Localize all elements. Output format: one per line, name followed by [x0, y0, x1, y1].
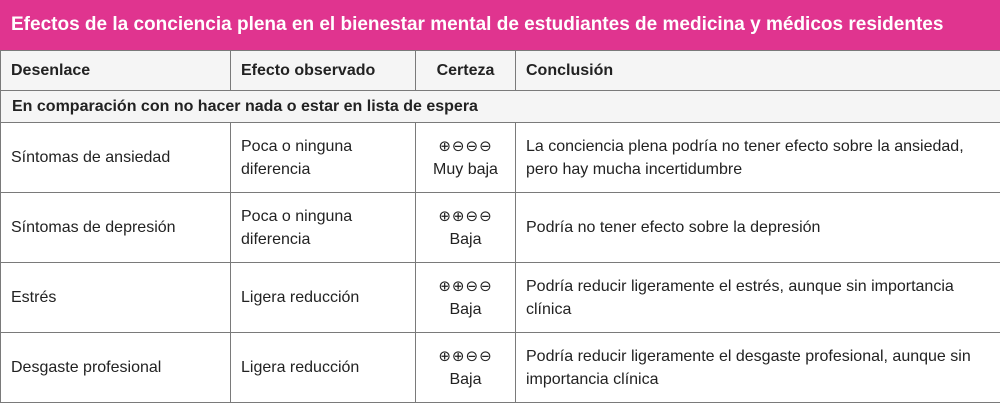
certainty-level: Baja [449, 230, 482, 248]
certainty-cell: ⊕⊕⊖⊖ Baja [415, 192, 516, 263]
certainty-cell: ⊕⊕⊖⊖ Baja [415, 262, 516, 333]
certainty-level: Baja [449, 370, 482, 388]
outcome-cell: Estrés [0, 262, 231, 333]
table-row: Desgaste profesional Ligera reducción ⊕⊕… [0, 332, 1000, 403]
conclusion-cell: Podría reducir ligeramente el desgaste p… [515, 332, 1000, 403]
effect-cell: Ligera reducción [230, 332, 416, 403]
header-conclusion: Conclusión [515, 50, 1000, 91]
certainty-level: Muy baja [433, 160, 498, 178]
header-certainty: Certeza [415, 50, 516, 91]
header-row: Desenlace Efecto observado Certeza Concl… [0, 50, 1000, 91]
effect-cell: Poca o ninguna diferencia [230, 192, 416, 263]
certainty-rating-icons: ⊕⊕⊖⊖ [438, 206, 493, 225]
certainty-rating-icons: ⊕⊕⊖⊖ [438, 276, 493, 295]
summary-of-findings-table: Desenlace Efecto observado Certeza Concl… [0, 50, 1000, 403]
table-row: Síntomas de depresión Poca o ninguna dif… [0, 192, 1000, 263]
certainty-rating-icons: ⊕⊖⊖⊖ [438, 136, 493, 155]
comparison-group-row: En comparación con no hacer nada o estar… [0, 90, 1000, 123]
certainty-cell: ⊕⊕⊖⊖ Baja [415, 332, 516, 403]
effect-cell: Poca o ninguna diferencia [230, 122, 416, 193]
table-row: Síntomas de ansiedad Poca o ninguna dife… [0, 122, 1000, 193]
outcome-cell: Desgaste profesional [0, 332, 231, 403]
header-outcome: Desenlace [0, 50, 231, 91]
conclusion-cell: La conciencia plena podría no tener efec… [515, 122, 1000, 193]
conclusion-cell: Podría reducir ligeramente el estrés, au… [515, 262, 1000, 333]
table-row: Estrés Ligera reducción ⊕⊕⊖⊖ Baja Podría… [0, 262, 1000, 333]
outcome-cell: Síntomas de depresión [0, 192, 231, 263]
certainty-cell: ⊕⊖⊖⊖ Muy baja [415, 122, 516, 193]
certainty-rating-icons: ⊕⊕⊖⊖ [438, 346, 493, 365]
effect-cell: Ligera reducción [230, 262, 416, 333]
header-effect: Efecto observado [230, 50, 416, 91]
certainty-level: Baja [449, 300, 482, 318]
conclusion-cell: Podría no tener efecto sobre la depresió… [515, 192, 1000, 263]
outcome-cell: Síntomas de ansiedad [0, 122, 231, 193]
table-title: Efectos de la conciencia plena en el bie… [0, 0, 1000, 50]
comparison-group-label: En comparación con no hacer nada o estar… [0, 90, 1000, 123]
